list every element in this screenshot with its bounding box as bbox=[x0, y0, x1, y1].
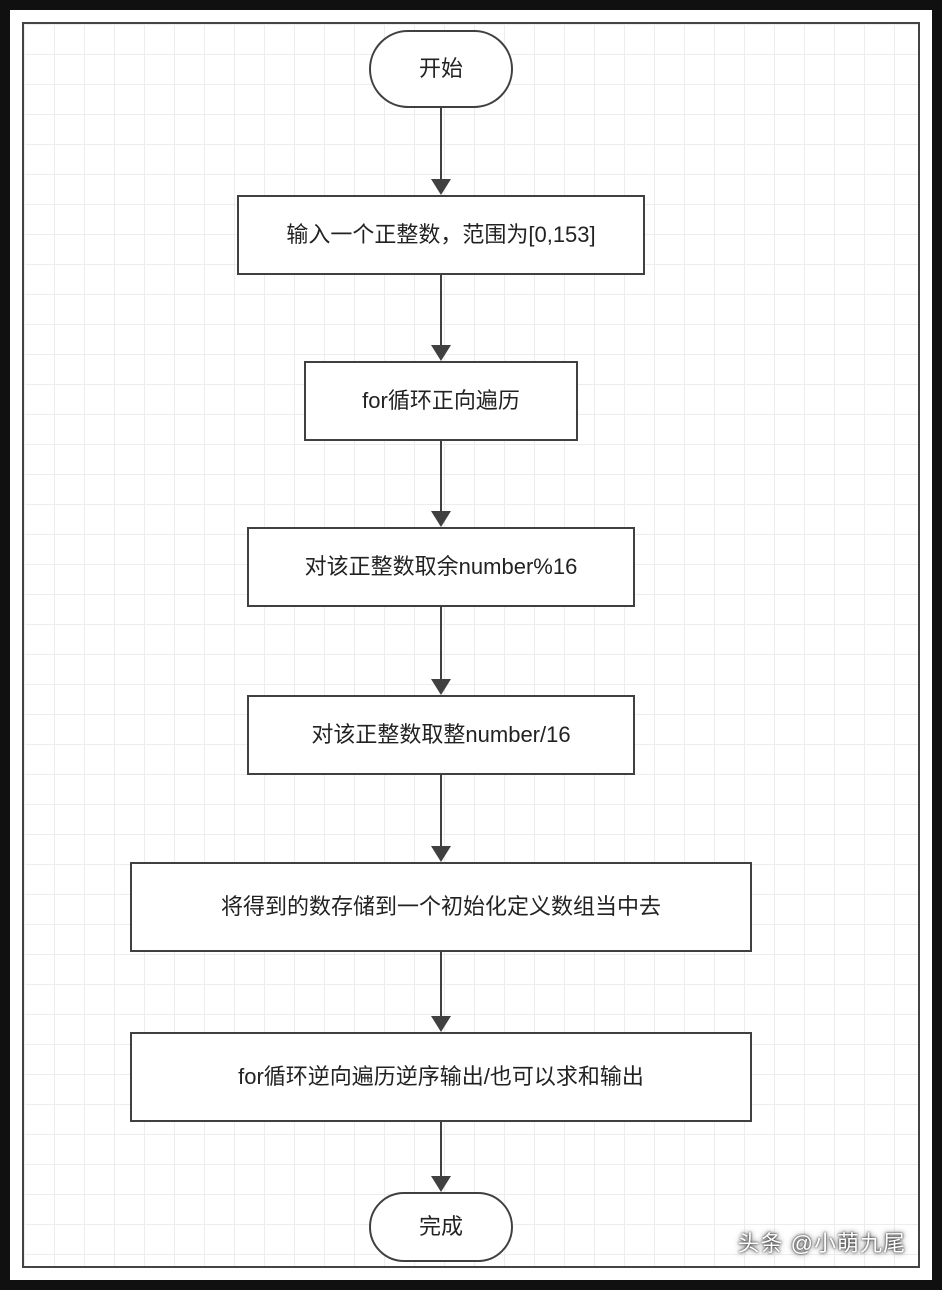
node-loop1: for循环正向遍历 bbox=[304, 361, 578, 441]
node-label-start: 开始 bbox=[419, 55, 463, 84]
node-label-end: 完成 bbox=[419, 1213, 463, 1242]
edge-loop2-end bbox=[440, 1122, 442, 1176]
edge-loop1-mod bbox=[440, 441, 442, 511]
node-end: 完成 bbox=[369, 1192, 513, 1262]
edge-start-input bbox=[440, 108, 442, 179]
arrowhead-div-store bbox=[431, 846, 451, 862]
edge-store-loop2 bbox=[440, 952, 442, 1016]
node-label-loop2: for循环逆向遍历逆序输出/也可以求和输出 bbox=[238, 1063, 644, 1092]
node-mod: 对该正整数取余number%16 bbox=[247, 527, 635, 607]
arrowhead-input-loop1 bbox=[431, 345, 451, 361]
edge-input-loop1 bbox=[440, 275, 442, 345]
arrowhead-loop2-end bbox=[431, 1176, 451, 1192]
arrowhead-start-input bbox=[431, 179, 451, 195]
node-div: 对该正整数取整number/16 bbox=[247, 695, 635, 775]
node-label-mod: 对该正整数取余number%16 bbox=[305, 553, 578, 582]
node-label-loop1: for循环正向遍历 bbox=[362, 387, 520, 416]
flowchart-canvas: 开始输入一个正整数，范围为[0,153] for循环正向遍历对该正整数取余numb… bbox=[0, 0, 942, 1290]
node-label-div: 对该正整数取整number/16 bbox=[311, 721, 570, 750]
node-label-input: 输入一个正整数，范围为[0,153] bbox=[286, 221, 595, 250]
node-start: 开始 bbox=[369, 30, 513, 108]
edge-mod-div bbox=[440, 607, 442, 679]
node-input: 输入一个正整数，范围为[0,153] bbox=[237, 195, 645, 275]
node-loop2: for循环逆向遍历逆序输出/也可以求和输出 bbox=[130, 1032, 752, 1122]
edge-div-store bbox=[440, 775, 442, 846]
arrowhead-loop1-mod bbox=[431, 511, 451, 527]
arrowhead-mod-div bbox=[431, 679, 451, 695]
node-store: 将得到的数存储到一个初始化定义数组当中去 bbox=[130, 862, 752, 952]
arrowhead-store-loop2 bbox=[431, 1016, 451, 1032]
node-label-store: 将得到的数存储到一个初始化定义数组当中去 bbox=[221, 893, 661, 922]
